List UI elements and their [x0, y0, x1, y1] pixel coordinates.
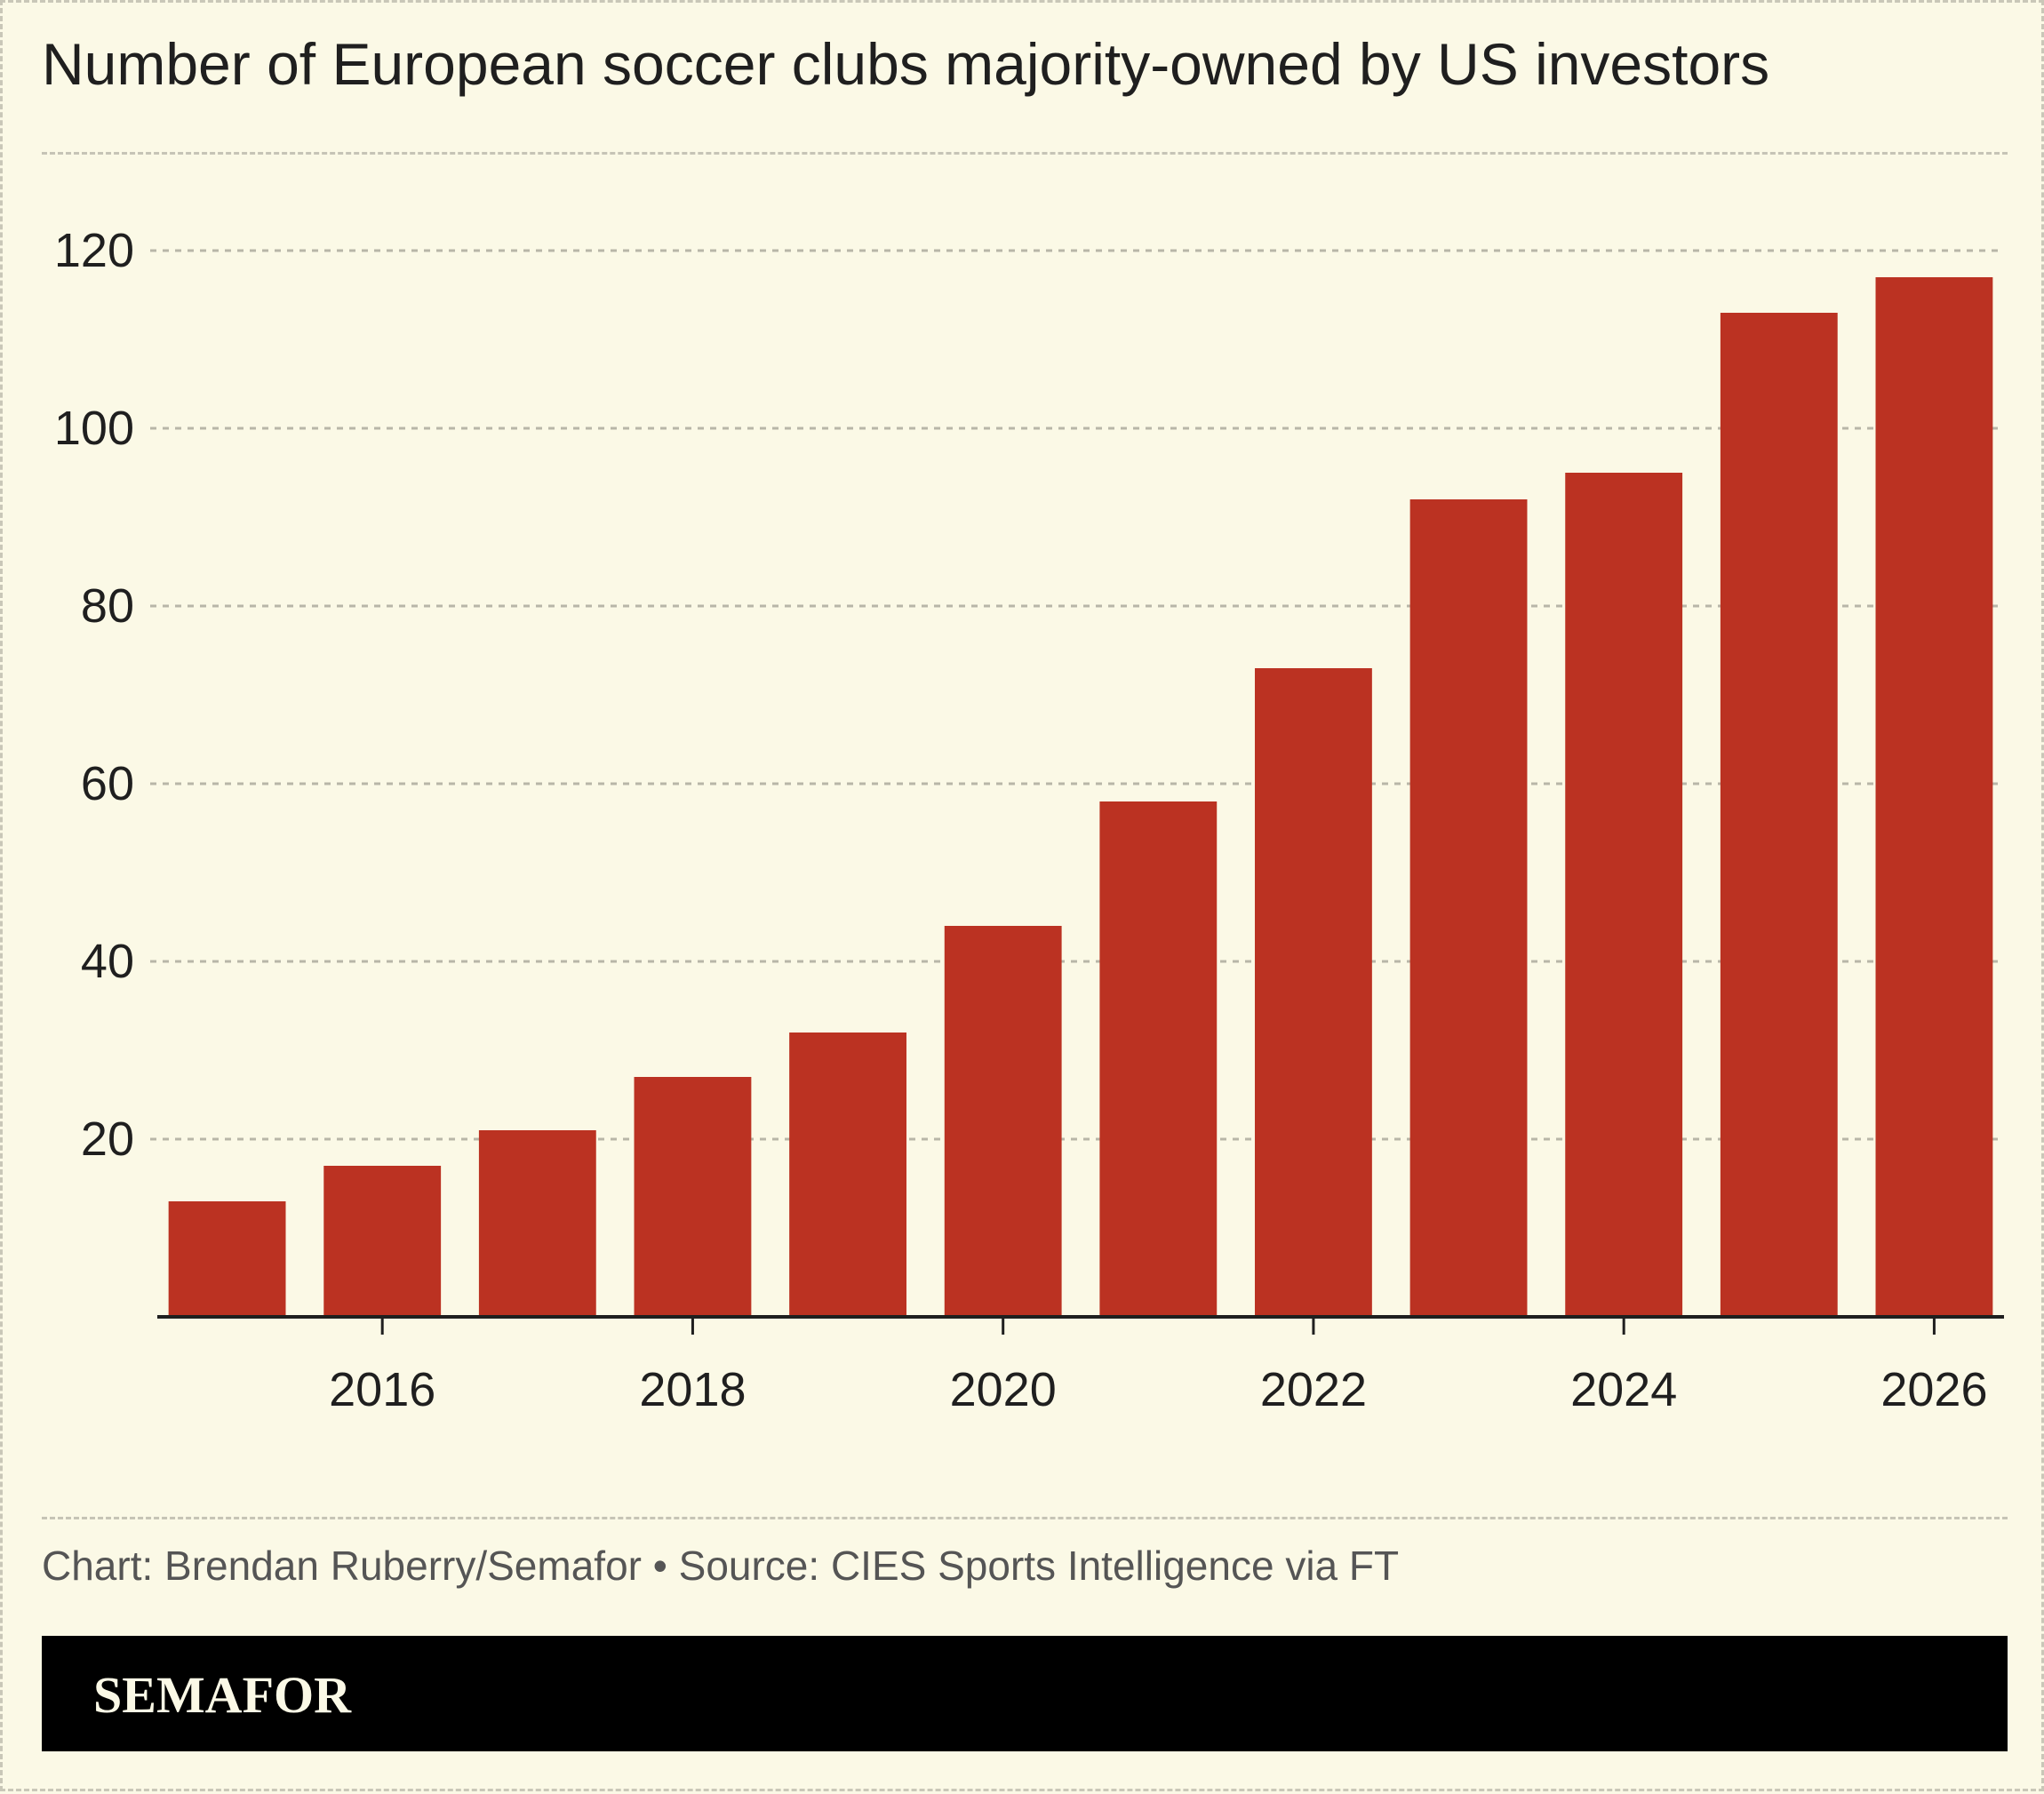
x-tick-label: 2016	[329, 1363, 435, 1416]
bar-2016	[323, 1166, 442, 1317]
x-axis-tick-labels: 2016 2018 2020 2022 2024 2026	[329, 1363, 1987, 1416]
y-tick-label: 100	[54, 402, 134, 455]
bar-2017	[478, 1130, 596, 1317]
brand-bar: SEMAFOR	[42, 1636, 2008, 1751]
bar-2015	[168, 1201, 286, 1317]
footer-divider	[42, 1517, 2008, 1519]
x-tick-label: 2026	[1880, 1363, 1987, 1416]
bar-chart: 20 40 60 80 100 120 2016 2018 2020 2022 2024 2026	[54, 224, 2004, 1416]
x-tick-label: 2018	[639, 1363, 746, 1416]
y-tick-label: 60	[81, 757, 134, 810]
bar-2025	[1720, 313, 1838, 1317]
chart-title: Number of European soccer clubs majority…	[42, 31, 1770, 97]
bars	[168, 277, 1993, 1317]
y-tick-label: 120	[54, 224, 134, 277]
semafor-logo: SEMAFOR	[93, 1666, 351, 1724]
x-axis	[157, 1315, 2004, 1335]
y-axis-tick-labels: 20 40 60 80 100 120	[54, 224, 134, 1166]
bar-2018	[634, 1077, 752, 1317]
x-tick-label: 2024	[1570, 1363, 1677, 1416]
bar-2019	[789, 1033, 906, 1317]
y-tick-label: 20	[81, 1112, 134, 1166]
y-tick-label: 80	[81, 579, 134, 633]
title-divider	[42, 152, 2008, 155]
bar-2021	[1099, 801, 1218, 1317]
bar-2020	[944, 926, 1062, 1317]
bar-2024	[1565, 473, 1683, 1317]
gridlines	[150, 249, 2004, 1141]
y-tick-label: 40	[81, 935, 134, 988]
bar-2026	[1875, 277, 1993, 1317]
x-tick-label: 2022	[1260, 1363, 1367, 1416]
source-credit: Chart: Brendan Ruberry/Semafor • Source:…	[42, 1543, 1400, 1589]
bar-2023	[1409, 499, 1528, 1317]
bar-2022	[1255, 668, 1372, 1317]
x-tick-label: 2020	[950, 1363, 1057, 1416]
